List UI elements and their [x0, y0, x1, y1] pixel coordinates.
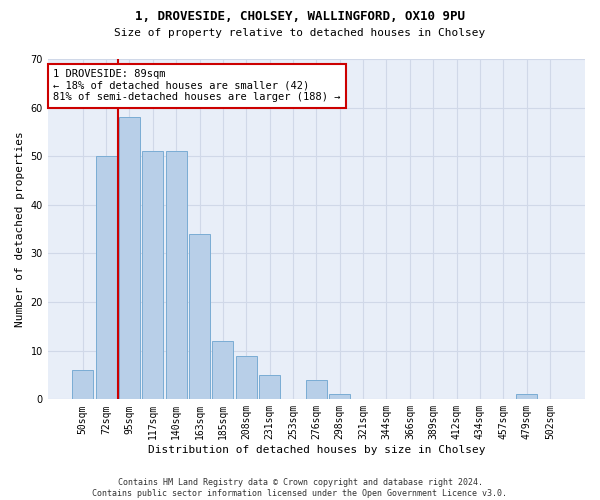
Bar [306, 380, 327, 400]
Bar [142, 152, 163, 400]
Bar [95, 156, 116, 400]
Bar [166, 152, 187, 400]
Bar [72, 370, 93, 400]
Y-axis label: Number of detached properties: Number of detached properties [15, 132, 25, 327]
Bar [329, 394, 350, 400]
Text: Size of property relative to detached houses in Cholsey: Size of property relative to detached ho… [115, 28, 485, 38]
Bar [259, 375, 280, 400]
Text: Contains HM Land Registry data © Crown copyright and database right 2024.
Contai: Contains HM Land Registry data © Crown c… [92, 478, 508, 498]
X-axis label: Distribution of detached houses by size in Cholsey: Distribution of detached houses by size … [148, 445, 485, 455]
Bar [119, 118, 140, 400]
Bar [189, 234, 210, 400]
Bar [236, 356, 257, 400]
Bar [516, 394, 537, 400]
Bar [212, 341, 233, 400]
Text: 1, DROVESIDE, CHOLSEY, WALLINGFORD, OX10 9PU: 1, DROVESIDE, CHOLSEY, WALLINGFORD, OX10… [135, 10, 465, 23]
Text: 1 DROVESIDE: 89sqm
← 18% of detached houses are smaller (42)
81% of semi-detache: 1 DROVESIDE: 89sqm ← 18% of detached hou… [53, 69, 341, 102]
